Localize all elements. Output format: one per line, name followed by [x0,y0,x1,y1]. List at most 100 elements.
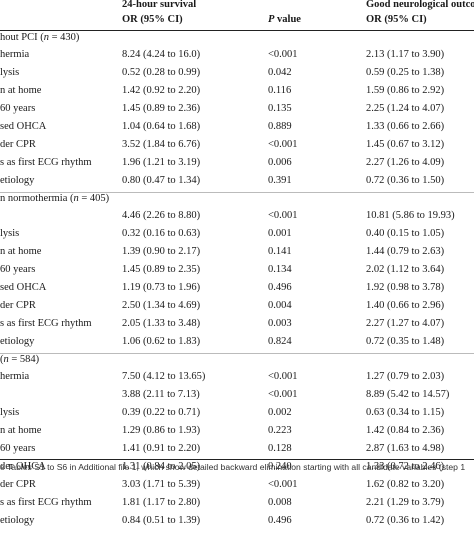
table-row: s as first ECG rhythm 1.81 (1.17 to 2.80)… [0,497,474,515]
neuro-or-ci: 1.27 (0.79 to 2.03) [366,371,445,382]
table-row: etiology 1.06 (0.62 to 1.83) 0.824 0.72 (0.… [0,336,474,354]
header-p-value: P value [268,14,301,25]
table-row: 3.88 (2.11 to 7.13) <0.001 8.89 (5.42 to 1… [0,389,474,407]
neuro-or-ci: 1.92 (0.98 to 3.78) [366,282,445,293]
row-label: 60 years [0,264,36,275]
table-bottom-rule [0,459,474,460]
p-value: 0.496 [268,282,292,293]
header-or-ci-survival: OR (95% CI) [122,14,183,25]
neuro-or-ci: 1.42 (0.84 to 2.36) [366,425,445,436]
neuro-or-ci: 1.44 (0.79 to 2.63) [366,246,445,257]
section-divider [0,353,474,354]
table-row: n at home 1.39 (0.90 to 2.17) 0.141 1.44 (0… [0,246,474,264]
neuro-or-ci: 2.02 (1.12 to 3.64) [366,264,445,275]
table-row: n at home 1.42 (0.92 to 2.20) 0.116 1.59 (0… [0,85,474,103]
row-label: hermia [0,371,30,382]
row-label: der CPR [0,139,36,150]
survival-or-ci: 8.24 (4.24 to 16.0) [122,49,201,60]
p-value: 0.240 [268,461,292,472]
row-label: s as first ECG rhythm [0,157,92,168]
p-value: 0.128 [268,443,292,454]
table-row: etiology 0.84 (0.51 to 1.39) 0.496 0.72 (0.… [0,515,474,533]
survival-or-ci: 3.88 (2.11 to 7.13) [122,389,200,400]
survival-or-ci: 3.52 (1.84 to 6.76) [122,139,201,150]
header-or-ci-neuro: OR (95% CI) [366,14,427,25]
p-value: 0.141 [268,246,292,257]
table-row: hermia 7.50 (4.12 to 13.65) <0.001 1.27 (0.… [0,371,474,389]
neuro-or-ci: 0.72 (0.35 to 1.48) [366,336,445,347]
row-label: etiology [0,336,35,347]
row-label: 60 years [0,103,36,114]
neuro-or-ci: 8.89 (5.42 to 14.57) [366,389,450,400]
neuro-or-ci: 1.45 (0.67 to 3.12) [366,139,445,150]
survival-or-ci: 1.39 (0.90 to 2.17) [122,246,201,257]
row-label: n at home [0,246,42,257]
survival-or-ci: 7.50 (4.12 to 13.65) [122,371,206,382]
p-value: 0.008 [268,497,292,508]
survival-or-ci: 1.42 (0.92 to 2.20) [122,85,201,96]
survival-or-ci: 1.96 (1.21 to 3.19) [122,157,201,168]
row-label: lysis [0,407,20,418]
table-row: sed OHCA 1.19 (0.73 to 1.96) 0.496 1.92 (0.… [0,282,474,300]
neuro-or-ci: 1.40 (0.66 to 2.96) [366,300,445,311]
section-heading: hout PCI (n = 430) [0,32,80,43]
p-value: 0.135 [268,103,292,114]
table-row: etiology 0.80 (0.47 to 1.34) 0.391 0.72 (0.… [0,175,474,193]
survival-or-ci: 0.32 (0.16 to 0.63) [122,228,201,239]
survival-or-ci: 1.19 (0.73 to 1.96) [122,282,201,293]
survival-or-ci: 1.45 (0.89 to 2.36) [122,103,201,114]
table-row: der CPR 2.50 (1.34 to 4.69) 0.004 1.40 (0.6… [0,300,474,318]
row-label: der CPR [0,300,36,311]
neuro-or-ci: 1.62 (0.82 to 3.20) [366,479,445,490]
row-label: s as first ECG rhythm [0,497,92,508]
survival-or-ci: 2.50 (1.34 to 4.69) [122,300,201,311]
table-row: 60 years 1.45 (0.89 to 2.36) 0.135 2.25 (1.… [0,103,474,121]
survival-or-ci: 1.04 (0.64 to 1.68) [122,121,201,132]
row-label: n at home [0,85,42,96]
p-value: 0.042 [268,67,292,78]
p-value: 0.889 [268,121,292,132]
row-label: lysis [0,67,20,78]
survival-or-ci: 2.05 (1.33 to 3.48) [122,318,201,329]
table-row: der CPR 3.03 (1.71 to 5.39) <0.001 1.62 (0.… [0,479,474,497]
survival-or-ci: 1.31 (0.84 to 2.05) [122,461,201,472]
p-value: <0.001 [268,479,298,490]
neuro-or-ci: 1.59 (0.86 to 2.92) [366,85,445,96]
neuro-or-ci: 1.33 (0.66 to 2.66) [366,121,445,132]
table-row: s as first ECG rhythm 1.96 (1.21 to 3.19)… [0,157,474,175]
row-label: etiology [0,175,35,186]
survival-or-ci: 1.29 (0.86 to 1.93) [122,425,201,436]
table-row: lysis 0.32 (0.16 to 0.63) 0.001 0.40 (0.15 … [0,228,474,246]
neuro-or-ci: 2.13 (1.17 to 3.90) [366,49,445,60]
p-value: 0.002 [268,407,292,418]
survival-or-ci: 4.46 (2.26 to 8.80) [122,210,201,221]
neuro-or-ci: 10.81 (5.86 to 19.93) [366,210,455,221]
row-label: etiology [0,515,35,526]
p-value: <0.001 [268,210,298,221]
survival-or-ci: 0.84 (0.51 to 1.39) [122,515,201,526]
section-heading: (n = 584) [0,354,40,365]
table-row: der CPR 3.52 (1.84 to 6.76) <0.001 1.45 (0.… [0,139,474,157]
neuro-or-ci: 2.27 (1.27 to 4.07) [366,318,445,329]
survival-or-ci: 1.45 (0.89 to 2.35) [122,264,201,275]
neuro-or-ci: 2.27 (1.26 to 4.09) [366,157,445,168]
neuro-or-ci: 2.21 (1.29 to 3.79) [366,497,445,508]
neuro-or-ci: 0.72 (0.36 to 1.50) [366,175,445,186]
neuro-or-ci: 0.72 (0.36 to 1.42) [366,515,445,526]
neuro-or-ci: 0.59 (0.25 to 1.38) [366,67,445,78]
header-survival: 24-hour survival [122,0,197,10]
p-value: 0.116 [268,85,292,96]
p-value: 0.001 [268,228,292,239]
table-row: 60 years 1.41 (0.91 to 2.20) 0.128 2.87 (1.… [0,443,474,461]
survival-or-ci: 1.06 (0.62 to 1.83) [122,336,201,347]
survival-or-ci: 1.81 (1.17 to 2.80) [122,497,201,508]
row-label: lysis [0,228,20,239]
survival-or-ci: 3.03 (1.71 to 5.39) [122,479,201,490]
table-row: lysis 0.52 (0.28 to 0.99) 0.042 0.59 (0.25 … [0,67,474,85]
row-label: hermia [0,49,30,60]
p-value: 0.223 [268,425,292,436]
row-label: sed OHCA [0,282,47,293]
table-footnote: e Tables S1 to S6 in Additional file 1, … [0,462,466,472]
survival-or-ci: 0.52 (0.28 to 0.99) [122,67,201,78]
survival-or-ci: 0.39 (0.22 to 0.71) [122,407,201,418]
